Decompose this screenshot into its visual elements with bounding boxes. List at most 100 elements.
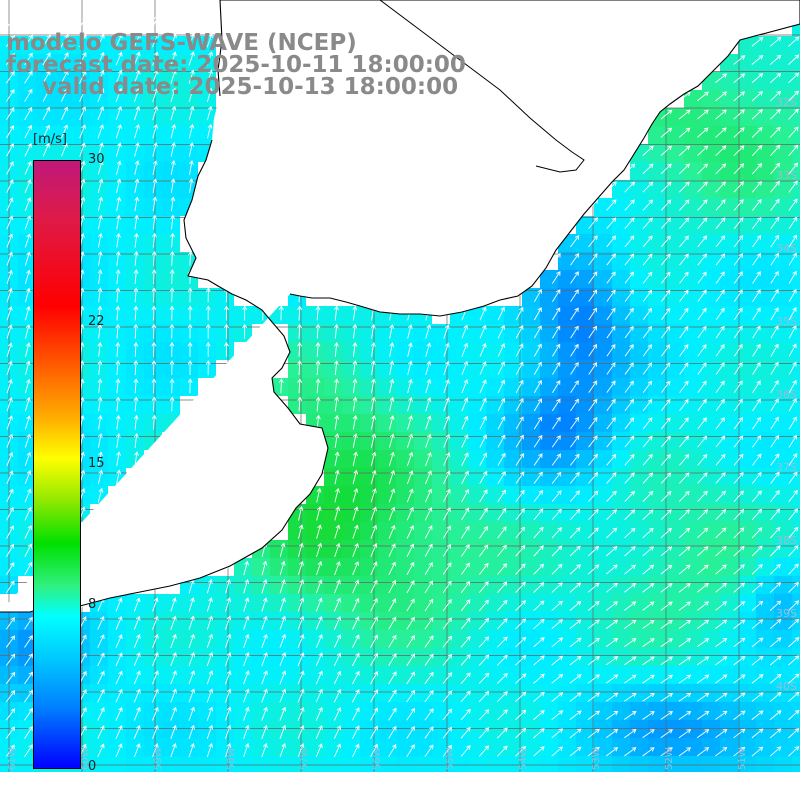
wind-arrow <box>552 380 561 393</box>
wind-arrow <box>170 105 177 121</box>
wind-cell <box>702 126 720 144</box>
wind-arrow <box>152 196 158 212</box>
wind-cell <box>144 738 162 756</box>
wind-cell <box>486 702 504 720</box>
wind-cell <box>792 54 800 72</box>
wind-arrow <box>697 546 709 557</box>
wind-cell <box>360 414 378 432</box>
wind-cell <box>648 720 666 738</box>
wind-cell <box>198 576 216 594</box>
wind-cell <box>432 522 450 540</box>
wind-cell <box>756 126 774 144</box>
colorbar <box>33 160 81 769</box>
wind-arrow <box>679 307 689 321</box>
wind-cell <box>702 702 720 720</box>
wind-arrow <box>770 434 780 448</box>
wind-arrow <box>116 160 122 175</box>
wind-cell <box>666 540 684 558</box>
wind-cell <box>594 450 612 468</box>
wind-cell <box>486 738 504 756</box>
wind-cell <box>288 720 306 738</box>
wind-arrow <box>624 344 634 357</box>
wind-cell <box>270 702 288 720</box>
wind-cell <box>756 108 774 126</box>
wind-cell <box>486 324 504 342</box>
wind-cell <box>414 504 432 522</box>
lon-label: 57W <box>299 747 310 770</box>
wind-arrow <box>660 472 672 484</box>
wind-cell <box>774 594 792 612</box>
wind-cell <box>432 648 450 666</box>
wind-arrow <box>660 546 673 557</box>
wind-cell <box>558 414 576 432</box>
wind-arrow <box>442 525 451 539</box>
wind-arrow <box>261 597 268 612</box>
wind-arrow <box>97 341 103 357</box>
wind-arrow <box>752 307 761 321</box>
wind-arrow <box>587 728 600 739</box>
wind-cell <box>666 594 684 612</box>
wind-cell <box>792 108 800 126</box>
wind-arrow <box>587 692 600 702</box>
wind-arrow <box>715 163 727 175</box>
wind-arrow <box>24 689 33 703</box>
wind-cell <box>270 738 288 756</box>
wind-arrow <box>788 581 799 593</box>
wind-arrow <box>769 710 782 721</box>
wind-arrow <box>551 600 563 611</box>
wind-arrow <box>97 743 105 758</box>
wind-arrow <box>297 615 305 630</box>
wind-arrow <box>678 127 691 138</box>
wind-cell <box>738 594 756 612</box>
wind-arrow <box>115 106 123 121</box>
wind-cell <box>288 360 306 378</box>
wind-arrow <box>751 746 764 757</box>
wind-arrow <box>406 598 415 612</box>
wind-arrow <box>715 127 727 138</box>
wind-cell <box>666 522 684 540</box>
wind-arrow <box>151 250 157 266</box>
wind-cell <box>720 288 738 306</box>
wind-arrow <box>660 638 673 648</box>
wind-cell <box>288 630 306 648</box>
wind-arrow <box>152 743 159 758</box>
wind-arrow <box>642 181 654 193</box>
wind-arrow <box>733 127 745 138</box>
wind-arrow <box>188 87 195 103</box>
wind-cell <box>342 540 360 558</box>
wind-arrow <box>6 215 14 230</box>
wind-arrow <box>352 506 359 521</box>
wind-cell <box>594 252 612 270</box>
wind-arrow <box>770 144 781 157</box>
wind-arrow <box>460 580 471 594</box>
wind-cell <box>792 324 800 342</box>
wind-cell <box>648 648 666 666</box>
wind-cell <box>612 234 630 252</box>
wind-cell <box>396 576 414 594</box>
wind-cell <box>756 306 774 324</box>
wind-arrow <box>97 634 105 648</box>
wind-arrow <box>497 489 506 503</box>
wind-arrow <box>478 709 490 721</box>
wind-arrow <box>389 323 395 339</box>
wind-cell <box>774 126 792 144</box>
wind-cell <box>558 720 576 738</box>
wind-arrow <box>769 563 781 575</box>
wind-arrow <box>606 362 616 375</box>
wind-cell <box>774 72 792 90</box>
wind-cell <box>630 522 648 540</box>
wind-cell <box>702 468 720 486</box>
wind-cell <box>612 576 630 594</box>
wind-arrow <box>334 524 341 539</box>
wind-cell <box>702 108 720 126</box>
wind-arrow <box>97 487 104 503</box>
lat-label: 39S <box>776 607 797 620</box>
wind-arrow <box>97 323 103 339</box>
wind-arrow <box>606 325 616 339</box>
wind-cell <box>396 468 414 486</box>
wind-cell <box>198 108 216 126</box>
wind-cell <box>450 486 468 504</box>
wind-cell <box>468 378 486 396</box>
wind-arrow <box>660 145 672 156</box>
wind-arrow <box>133 634 141 648</box>
